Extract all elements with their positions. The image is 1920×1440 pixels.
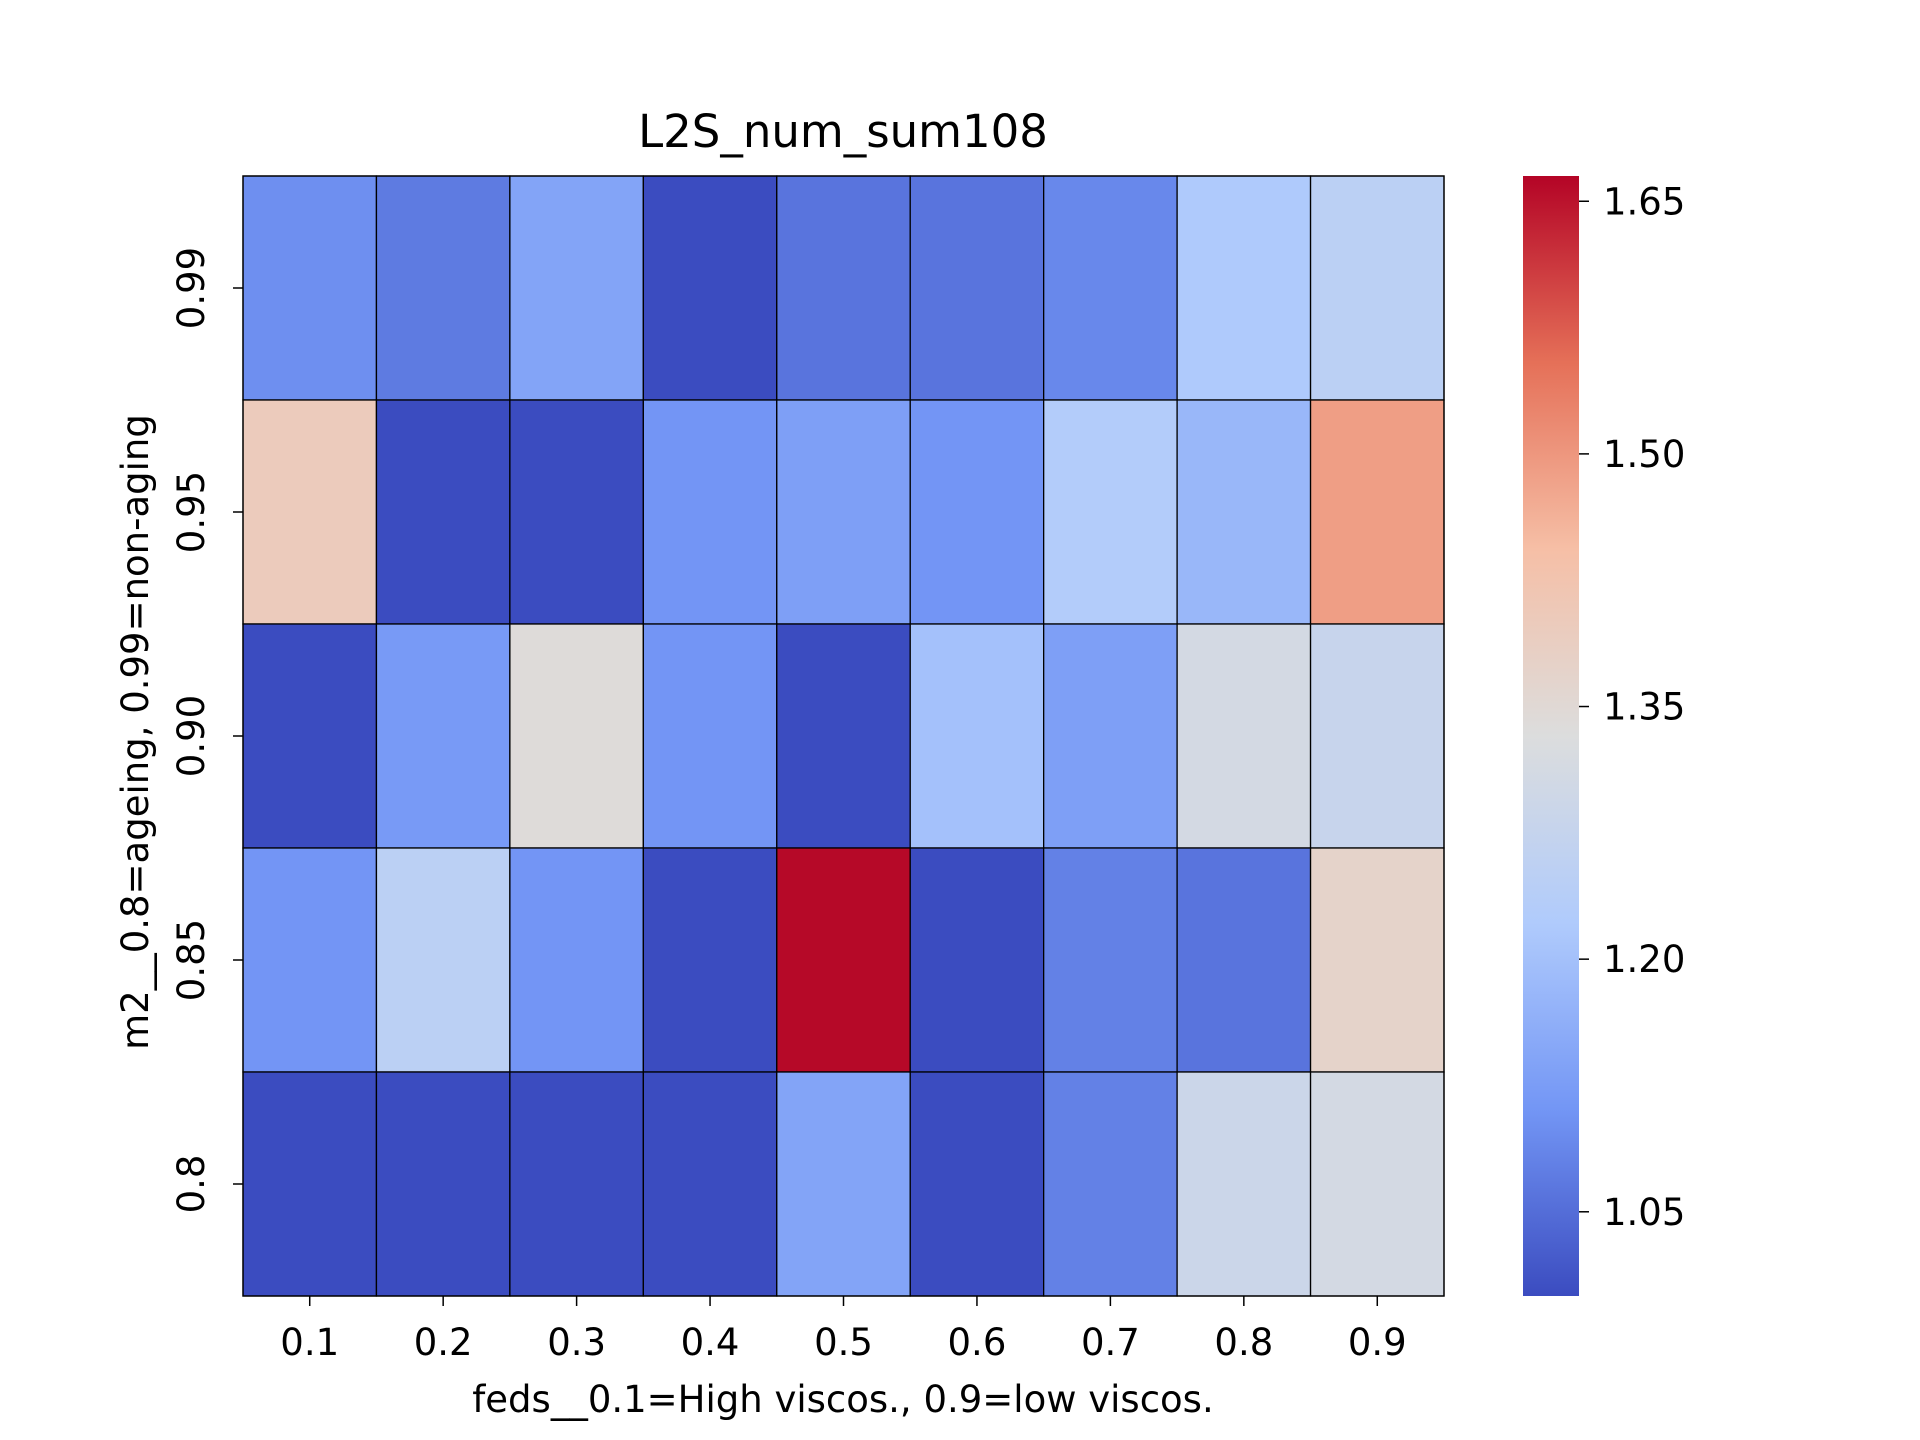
heatmap-cell bbox=[509, 175, 644, 401]
heatmap-cell bbox=[909, 623, 1045, 849]
y-tick-label: 0.85 bbox=[170, 919, 213, 1001]
heatmap-cell bbox=[1176, 399, 1312, 625]
x-tick-label: 0.2 bbox=[414, 1321, 473, 1364]
heatmap-cell bbox=[242, 399, 378, 625]
heatmap-cell bbox=[1043, 175, 1178, 401]
y-tick-label: 0.8 bbox=[170, 1155, 213, 1214]
heatmap-cell bbox=[242, 623, 378, 849]
y-tick-label: 0.99 bbox=[170, 247, 213, 329]
colorbar-tick-label: 1.35 bbox=[1603, 686, 1685, 729]
x-tick-label: 0.8 bbox=[1214, 1321, 1273, 1364]
x-tick-label: 0.6 bbox=[948, 1321, 1007, 1364]
heatmap-cell bbox=[776, 175, 911, 401]
heatmap-cell bbox=[375, 175, 511, 401]
heatmap-cell bbox=[1176, 623, 1312, 849]
x-axis-ticks: 0.1 0.2 0.3 0.4 0.5 0.6 0.7 0.8 0.9 bbox=[280, 1296, 1407, 1364]
heatmap-cell bbox=[909, 175, 1045, 401]
y-axis-ticks: 0.99 0.95 0.90 0.85 0.8 bbox=[170, 247, 243, 1214]
heatmap-cell bbox=[509, 623, 644, 849]
colorbar bbox=[1523, 176, 1579, 1296]
heatmap-cell bbox=[909, 399, 1045, 625]
heatmap-cell bbox=[509, 847, 644, 1073]
heatmap-cell bbox=[375, 623, 511, 849]
heatmap-cells bbox=[242, 175, 1445, 1297]
y-tick-label: 0.95 bbox=[170, 471, 213, 553]
heatmap-cell bbox=[509, 1071, 644, 1297]
heatmap-cell bbox=[1309, 847, 1445, 1073]
colorbar-tick-label: 1.05 bbox=[1603, 1191, 1685, 1234]
colorbar-tick-label: 1.20 bbox=[1603, 938, 1685, 981]
heatmap-cell bbox=[642, 175, 778, 401]
heatmap-cell bbox=[1309, 623, 1445, 849]
heatmap-cell bbox=[1176, 175, 1312, 401]
heatmap-cell bbox=[1043, 399, 1178, 625]
heatmap-cell bbox=[242, 175, 378, 401]
heatmap-cell bbox=[642, 847, 778, 1073]
chart-title: L2S_num_sum108 bbox=[638, 105, 1048, 158]
heatmap-cell bbox=[242, 1071, 378, 1297]
x-tick-label: 0.5 bbox=[814, 1321, 873, 1364]
y-axis-label: m2__0.8=ageing, 0.99=non-aging bbox=[114, 414, 157, 1050]
heatmap-cell bbox=[776, 399, 911, 625]
colorbar-tick-label: 1.50 bbox=[1603, 433, 1685, 476]
heatmap-cell bbox=[375, 847, 511, 1073]
x-axis-label: feds__0.1=High viscos., 0.9=low viscos. bbox=[472, 1378, 1213, 1421]
x-tick-label: 0.9 bbox=[1348, 1321, 1407, 1364]
x-tick-label: 0.4 bbox=[681, 1321, 740, 1364]
heatmap-cell bbox=[776, 1071, 911, 1297]
heatmap-cell bbox=[642, 623, 778, 849]
heatmap-cell bbox=[509, 399, 644, 625]
heatmap-cell bbox=[1043, 847, 1178, 1073]
heatmap-cell bbox=[776, 847, 911, 1073]
heatmap-cell bbox=[1176, 1071, 1312, 1297]
heatmap-cell bbox=[909, 1071, 1045, 1297]
heatmap-cell bbox=[909, 847, 1045, 1073]
heatmap-cell bbox=[642, 399, 778, 625]
heatmap-cell bbox=[1309, 175, 1445, 401]
y-tick-label: 0.90 bbox=[170, 695, 213, 777]
heatmap-cell bbox=[642, 1071, 778, 1297]
x-tick-label: 0.7 bbox=[1081, 1321, 1140, 1364]
x-tick-label: 0.3 bbox=[547, 1321, 606, 1364]
heatmap-cell bbox=[1309, 1071, 1445, 1297]
heatmap-cell bbox=[375, 1071, 511, 1297]
x-tick-label: 0.1 bbox=[280, 1321, 339, 1364]
heatmap-cell bbox=[242, 847, 378, 1073]
colorbar-ticks: 1.05 1.20 1.35 1.50 1.65 bbox=[1579, 180, 1685, 1234]
colorbar-tick-label: 1.65 bbox=[1603, 180, 1685, 223]
heatmap-cell bbox=[1176, 847, 1312, 1073]
heatmap-cell bbox=[1309, 399, 1445, 625]
heatmap-cell bbox=[776, 623, 911, 849]
heatmap-cell bbox=[1043, 1071, 1178, 1297]
heatmap-cell bbox=[1043, 623, 1178, 849]
heatmap-cell bbox=[375, 399, 511, 625]
